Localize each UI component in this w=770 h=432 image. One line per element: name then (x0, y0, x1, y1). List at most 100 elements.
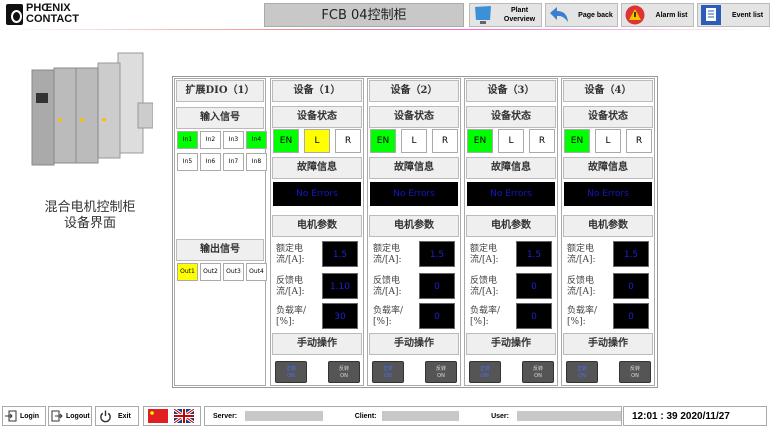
load-label-line2: [%]: (470, 317, 489, 327)
alarm-icon (625, 5, 645, 25)
chinese-flag-icon[interactable] (148, 409, 168, 423)
feedback-label-line2: 流/[A]: (567, 287, 596, 297)
feedback-value: 0 (419, 273, 455, 299)
phoenix-contact-logo: PHŒNIX CONTACT (6, 3, 106, 27)
rated-value: 1.5 (419, 241, 455, 267)
logout-button[interactable]: Logout (48, 406, 92, 426)
output-indicator-out2: Out2 (200, 263, 221, 281)
device-status-header: 设备状态 (272, 106, 362, 128)
page-title: FCB 04控制柜 (264, 3, 464, 27)
output-indicator-out1: Out1 (177, 263, 198, 281)
user-field (516, 411, 621, 421)
r-status-indicator: R (529, 129, 555, 153)
server-field (245, 411, 323, 421)
rated-label: 额定电 流/[A]: (567, 244, 617, 266)
output-indicator-out4: Out4 (246, 263, 267, 281)
datetime-display: 12:01 : 39 2020/11/27 (623, 406, 767, 426)
load-value: 0 (516, 303, 552, 329)
load-label-line1: 负载率/ (470, 306, 501, 316)
motor-params-header: 电机参数 (369, 215, 459, 237)
forward-run-button[interactable]: 正转 ON (469, 361, 501, 383)
exit-button[interactable]: Exit (95, 406, 139, 426)
rated-value: 1.5 (516, 241, 552, 267)
feedback-label-line1: 反馈电 (567, 276, 595, 286)
fwd-label: 正转 (382, 366, 393, 372)
en-status-indicator: EN (370, 129, 396, 153)
fault-message: No Errors (273, 182, 361, 206)
reverse-run-button[interactable]: 反转 ON (328, 361, 360, 383)
header-divider (0, 29, 770, 30)
device-column-2: 设备（2） 设备状态 EN L R 故障信息 No Errors 电机参数 额定电 流/[A]: 1… (367, 78, 461, 386)
alarm-list-button[interactable]: Alarm list (621, 3, 694, 27)
manual-operation-header: 手动操作 (272, 333, 362, 355)
motor-params-header: 电机参数 (563, 215, 653, 237)
logout-icon (51, 410, 63, 422)
rated-label: 额定电 流/[A]: (276, 244, 326, 266)
forward-run-button[interactable]: 正转 ON (372, 361, 404, 383)
power-icon (100, 410, 111, 422)
feedback-label-line2: 流/[A]: (373, 287, 402, 297)
rated-label-line2: 流/[A]: (276, 255, 305, 265)
feedback-label-line2: 流/[A]: (276, 287, 305, 297)
rev-state: ON (631, 373, 639, 379)
fwd-label: 正转 (576, 366, 587, 372)
input-indicator-in8: In8 (246, 153, 267, 171)
rev-label: 反转 (435, 366, 446, 372)
reverse-run-button[interactable]: 反转 ON (522, 361, 554, 383)
device-status-header: 设备状态 (563, 106, 653, 128)
plant-overview-button[interactable]: Plant Overview (469, 3, 542, 27)
feedback-label: 反馈电 流/[A]: (567, 276, 617, 298)
page-back-button[interactable]: Page back (545, 3, 618, 27)
manual-operation-header: 手动操作 (369, 333, 459, 355)
input-indicator-in2: In2 (200, 131, 221, 149)
feedback-label: 反馈电 流/[A]: (276, 276, 326, 298)
feedback-label-line1: 反馈电 (276, 276, 304, 286)
device-column-3: 设备（3） 设备状态 EN L R 故障信息 No Errors 电机参数 额定电 流/[A]: 1… (464, 78, 558, 386)
panel-caption: 混合电机控制柜 设备界面 (44, 200, 136, 231)
rev-label: 反转 (629, 366, 640, 372)
rev-label: 反转 (338, 366, 349, 372)
load-label: 负载率/[%]: (373, 306, 423, 328)
feedback-value: 0 (613, 273, 649, 299)
uk-flag-icon[interactable] (174, 409, 194, 423)
r-status-indicator: R (335, 129, 361, 153)
fault-info-header: 故障信息 (563, 157, 653, 179)
rated-label-line1: 额定电 (276, 244, 304, 254)
rated-label-line2: 流/[A]: (373, 255, 402, 265)
load-label-line2: [%]: (567, 317, 586, 327)
device-status-header: 设备状态 (466, 106, 556, 128)
device-title: 设备（2） (369, 80, 459, 102)
load-label-line1: 负载率/ (373, 306, 404, 316)
fault-info-header: 故障信息 (272, 157, 362, 179)
manual-operation-header: 手动操作 (563, 333, 653, 355)
input-indicator-in3: In3 (223, 131, 244, 149)
rated-label: 额定电 流/[A]: (470, 244, 520, 266)
fwd-state: ON (287, 373, 295, 379)
login-icon (5, 410, 17, 422)
device-column-1: 设备（1） 设备状态 EN L R 故障信息 No Errors 电机参数 额定电 流/[A]: 1… (270, 78, 364, 386)
reverse-run-button[interactable]: 反转 ON (425, 361, 457, 383)
rev-label: 反转 (532, 366, 543, 372)
feedback-label-line1: 反馈电 (470, 276, 498, 286)
fault-message: No Errors (467, 182, 555, 206)
forward-run-button[interactable]: 正转 ON (566, 361, 598, 383)
input-indicator-in7: In7 (223, 153, 244, 171)
language-selector (143, 406, 201, 426)
reverse-run-button[interactable]: 反转 ON (619, 361, 651, 383)
login-button[interactable]: Login (2, 406, 46, 426)
r-status-indicator: R (432, 129, 458, 153)
rev-state: ON (534, 373, 542, 379)
back-arrow-icon (550, 7, 568, 22)
load-label: 负载率/[%]: (276, 306, 326, 328)
input-indicator-in4: In4 (246, 131, 267, 149)
device-title: 设备（1） (272, 80, 362, 102)
l-status-indicator: L (401, 129, 427, 153)
feedback-label-line2: 流/[A]: (470, 287, 499, 297)
fwd-state: ON (384, 373, 392, 379)
event-list-button[interactable]: Event list (697, 3, 770, 27)
fault-info-header: 故障信息 (466, 157, 556, 179)
en-status-indicator: EN (467, 129, 493, 153)
load-value: 30 (322, 303, 358, 329)
forward-run-button[interactable]: 正转 ON (275, 361, 307, 383)
load-label-line2: [%]: (373, 317, 392, 327)
